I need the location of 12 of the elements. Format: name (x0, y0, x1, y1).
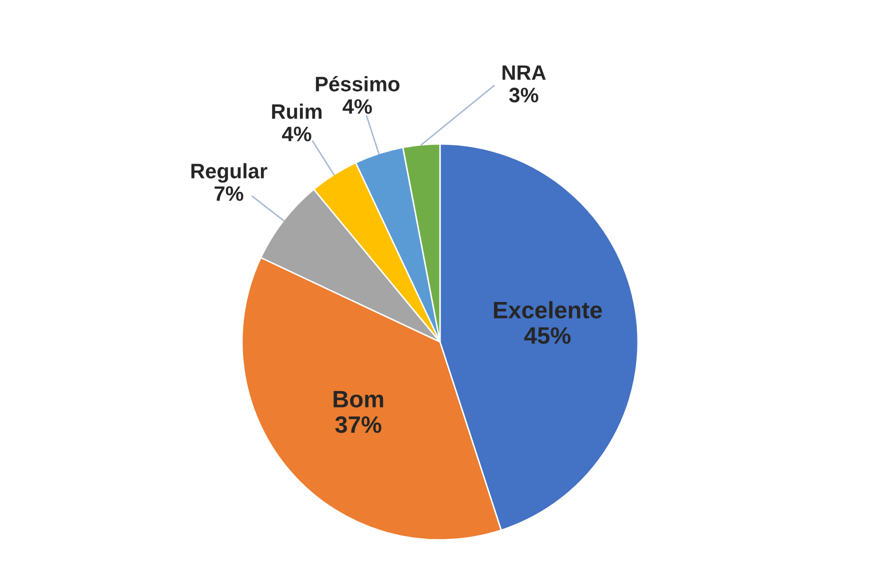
data-label: 37% (335, 416, 382, 433)
data-label: 7% (214, 186, 244, 201)
data-label: 4% (282, 126, 312, 142)
slice-label: Bom (334, 391, 384, 408)
data-label: 45% (524, 327, 571, 344)
slice-label: NRA (502, 65, 546, 80)
slice-label: Ruim (272, 104, 322, 119)
data-label: 4% (342, 99, 372, 114)
data-label: 3% (509, 88, 538, 102)
slice-label: Excelente (494, 301, 602, 318)
slice-label: Péssimo (316, 76, 400, 92)
slice-label: Regular (191, 163, 268, 183)
